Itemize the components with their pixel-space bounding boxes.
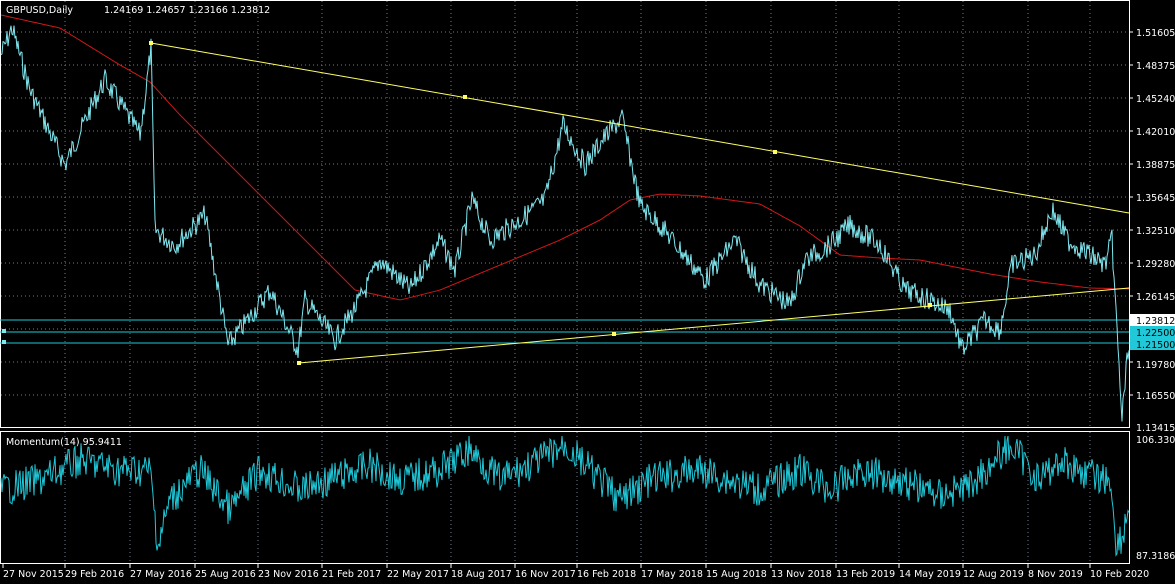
momentum-panel[interactable]: Momentum(14) 95.9411 xyxy=(0,431,1130,564)
price-tick: 1.35645 xyxy=(1136,193,1175,204)
price-grid-vertical xyxy=(64,1,1091,427)
price-panel[interactable]: GBPUSD,Daily 1.24169 1.24657 1.23166 1.2… xyxy=(0,0,1133,428)
price-tick: 1.32510 xyxy=(1136,226,1175,237)
time-axis-label: 16 Nov 2017 xyxy=(515,569,576,580)
upper-trendline[interactable] xyxy=(150,42,1130,214)
price-tick: 1.19780 xyxy=(1136,360,1175,371)
level-price-tag xyxy=(1130,326,1175,338)
momentum-panel-frame xyxy=(0,431,1130,564)
symbol-timeframe-label: GBPUSD,Daily xyxy=(6,5,73,16)
time-axis-label: 23 Nov 2016 xyxy=(258,569,319,580)
horizontal-levels xyxy=(0,319,1129,344)
current-price-tag xyxy=(1130,314,1175,326)
current-price-label: 1.23812 xyxy=(1136,316,1175,327)
time-axis-label: 27 Nov 2015 xyxy=(3,569,64,580)
momentum-tick: 106.3303 xyxy=(1136,435,1175,446)
level-marker[interactable] xyxy=(2,329,6,333)
time-axis-label: 29 Feb 2016 xyxy=(65,569,124,580)
time-axis-label: 8 Nov 2019 xyxy=(1028,569,1083,580)
price-tick: 1.16550 xyxy=(1136,391,1175,402)
time-axis-label: 27 May 2016 xyxy=(130,569,192,580)
lower-trendline[interactable] xyxy=(298,287,1130,364)
time-axis-label: 16 Feb 2018 xyxy=(577,569,636,580)
time-axis-label: 14 May 2019 xyxy=(899,569,961,580)
level-price-tag xyxy=(1130,338,1175,350)
momentum-axis[interactable]: 106.3303 87.3186 xyxy=(1136,435,1175,562)
price-tick: 1.38875 xyxy=(1136,160,1175,171)
trendlines[interactable] xyxy=(149,41,1130,365)
moving-average-line xyxy=(0,14,1130,301)
price-line xyxy=(0,25,1130,422)
price-tick: 1.42010 xyxy=(1136,127,1175,138)
time-axis[interactable]: 27 Nov 2015 29 Feb 2016 27 May 2016 25 Aug … xyxy=(2,564,1149,580)
price-tick: 1.26145 xyxy=(1136,292,1175,303)
trendline-handle[interactable] xyxy=(463,95,467,99)
trendline-handle[interactable] xyxy=(928,303,932,307)
momentum-tick: 87.3186 xyxy=(1136,551,1175,562)
time-axis-label: 25 Aug 2016 xyxy=(195,569,256,580)
chart-header: GBPUSD,Daily 1.24169 1.24657 1.23166 1.2… xyxy=(6,5,270,16)
ohlc-values-label: 1.24169 1.24657 1.23166 1.23812 xyxy=(104,5,270,16)
time-axis-label: 22 May 2017 xyxy=(387,569,449,580)
time-axis-label: 12 Aug 2019 xyxy=(963,569,1024,580)
time-axis-label: 17 May 2018 xyxy=(641,569,703,580)
level-marker[interactable] xyxy=(2,340,6,344)
price-tick: 1.48375 xyxy=(1136,61,1175,72)
time-axis-label: 13 Feb 2019 xyxy=(836,569,895,580)
time-axis-label: 15 Aug 2018 xyxy=(706,569,767,580)
price-panel-frame xyxy=(0,0,1130,428)
trendline-handle[interactable] xyxy=(773,150,777,154)
time-axis-label: 10 Feb 2020 xyxy=(1090,569,1149,580)
trendline-handle[interactable] xyxy=(297,361,301,365)
time-axis-label: 13 Nov 2018 xyxy=(771,569,832,580)
time-axis-label: 21 Feb 2017 xyxy=(322,569,381,580)
price-tick: 1.29280 xyxy=(1136,259,1175,270)
trendline-handle[interactable] xyxy=(149,41,153,45)
momentum-line xyxy=(0,435,1130,557)
momentum-indicator-label: Momentum(14) 95.9411 xyxy=(6,437,122,448)
time-axis-label: 18 Aug 2017 xyxy=(451,569,512,580)
price-axis[interactable]: 1.51605 1.48375 1.45240 1.42010 1.38875 … xyxy=(1130,28,1175,434)
price-tick: 1.45240 xyxy=(1136,94,1175,105)
price-tick: 1.13415 xyxy=(1136,423,1175,434)
level-price-label: 1.21500 xyxy=(1136,340,1175,351)
price-tick: 1.51605 xyxy=(1136,28,1175,39)
level-price-label: 1.22500 xyxy=(1136,328,1175,339)
trendline-handle[interactable] xyxy=(612,332,616,336)
